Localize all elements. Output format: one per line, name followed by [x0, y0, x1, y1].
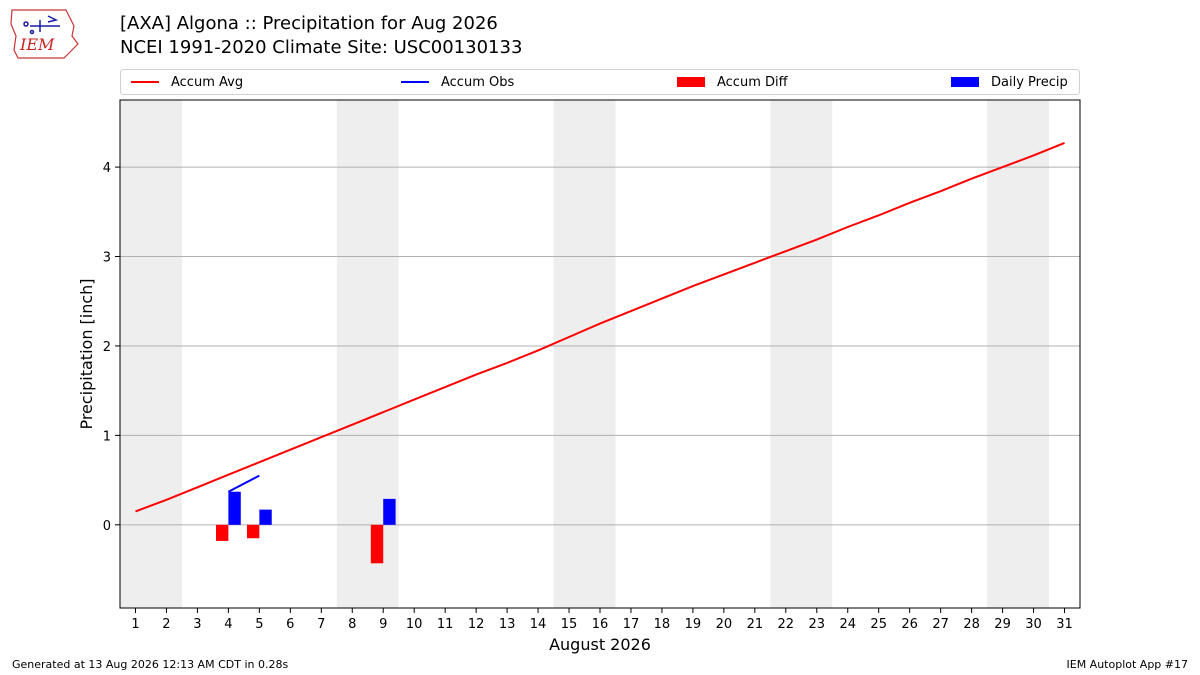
- x-tick-label: 30: [1025, 617, 1042, 632]
- accum-diff-bar: [246, 524, 260, 539]
- x-tick-label: 19: [685, 617, 702, 632]
- x-tick-label: 23: [809, 617, 826, 632]
- daily-precip-bar: [228, 491, 241, 525]
- daily-precip-bar: [383, 498, 396, 525]
- x-tick-label: 21: [747, 617, 764, 632]
- weekend-band: [336, 100, 399, 608]
- legend-item-daily-precip: Daily Precip: [951, 70, 1068, 94]
- chart-subtitle: NCEI 1991-2020 Climate Site: USC00130133: [120, 37, 523, 58]
- x-tick-label: 16: [592, 617, 609, 632]
- legend-item-accum-diff: Accum Diff: [677, 70, 788, 94]
- x-tick-label: 10: [406, 617, 423, 632]
- x-tick-label: 22: [778, 617, 795, 632]
- x-tick-label: 13: [499, 617, 516, 632]
- weekend-band: [120, 100, 182, 608]
- generated-timestamp: Generated at 13 Aug 2026 12:13 AM CDT in…: [12, 658, 289, 671]
- x-tick-label: 6: [286, 617, 294, 632]
- weekend-band: [987, 100, 1050, 608]
- accum-diff-bar: [216, 524, 229, 541]
- x-tick-label: 17: [623, 617, 640, 632]
- legend: Accum Avg Accum Obs Accum Diff Daily Pre…: [120, 69, 1080, 95]
- x-tick-label: 14: [530, 617, 547, 632]
- x-tick-label: 24: [839, 617, 856, 632]
- x-tick-label: 12: [468, 617, 485, 632]
- y-tick-label: 4: [103, 161, 111, 176]
- x-tick-label: 28: [963, 617, 980, 632]
- app-credit: IEM Autoplot App #17: [1066, 658, 1189, 671]
- svg-text:IEM: IEM: [19, 35, 55, 54]
- x-tick-label: 5: [255, 617, 263, 632]
- iem-logo: IEM: [10, 9, 79, 59]
- x-tick-label: 1: [131, 617, 139, 632]
- legend-swatch: [951, 77, 979, 87]
- y-tick-label: 1: [103, 429, 111, 444]
- x-tick-label: 8: [348, 617, 356, 632]
- x-tick-label: 27: [932, 617, 949, 632]
- legend-item-accum-avg: Accum Avg: [131, 70, 243, 94]
- legend-label: Accum Avg: [171, 74, 244, 90]
- y-tick-label: 2: [103, 340, 111, 355]
- x-tick-label: 3: [193, 617, 201, 632]
- accum-obs-line: [227, 474, 260, 493]
- x-tick-label: 20: [716, 617, 733, 632]
- weekend-band: [553, 100, 616, 608]
- x-axis-label: August 2026: [549, 635, 651, 654]
- x-tick-label: 7: [317, 617, 325, 632]
- x-tick-label: 11: [437, 617, 454, 632]
- y-axis-label: Precipitation [inch]: [77, 278, 96, 429]
- legend-swatch: [677, 77, 705, 87]
- x-tick-label: 4: [224, 617, 232, 632]
- x-tick-label: 15: [561, 617, 578, 632]
- accum-diff-bar: [370, 524, 384, 564]
- legend-label: Accum Obs: [441, 74, 515, 90]
- weekend-band: [770, 100, 833, 608]
- y-tick-label: 3: [103, 251, 111, 266]
- x-tick-label: 9: [379, 617, 387, 632]
- chart-title: [AXA] Algona :: Precipitation for Aug 20…: [120, 13, 498, 34]
- legend-swatch: [401, 81, 429, 83]
- legend-item-accum-obs: Accum Obs: [401, 70, 514, 94]
- x-tick-label: 31: [1056, 617, 1073, 632]
- x-tick-label: 2: [162, 617, 170, 632]
- legend-label: Daily Precip: [991, 74, 1068, 90]
- accum-avg-line: [135, 142, 1065, 513]
- y-tick-label: 0: [103, 519, 111, 534]
- daily-precip-bar: [259, 509, 272, 525]
- x-tick-label: 29: [994, 617, 1011, 632]
- legend-swatch: [131, 81, 159, 83]
- legend-label: Accum Diff: [717, 74, 788, 90]
- x-tick-label: 25: [870, 617, 887, 632]
- x-tick-label: 18: [654, 617, 671, 632]
- x-tick-label: 26: [901, 617, 918, 632]
